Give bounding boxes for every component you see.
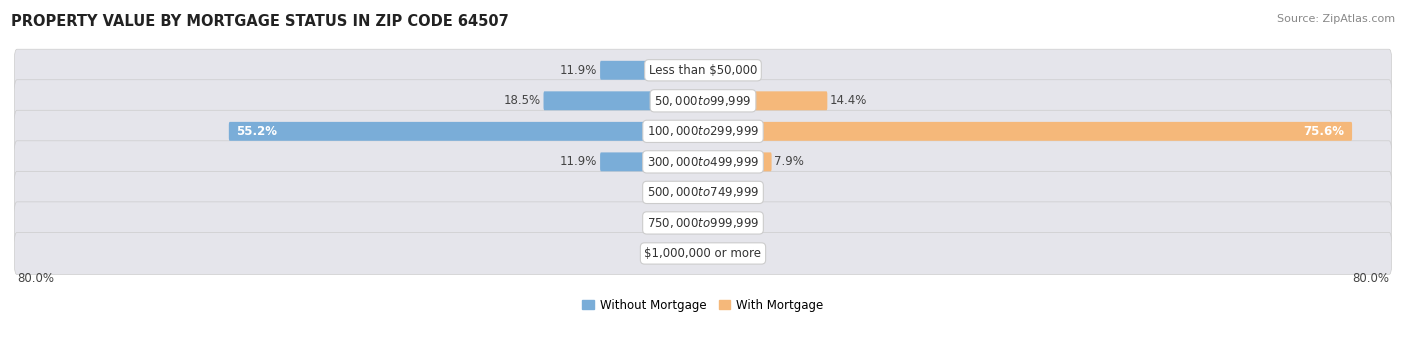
- Text: 18.5%: 18.5%: [503, 94, 541, 107]
- Text: 0.8%: 0.8%: [713, 64, 742, 77]
- Text: 14.4%: 14.4%: [830, 94, 868, 107]
- Text: 1.1%: 1.1%: [661, 217, 690, 230]
- Text: 0.67%: 0.67%: [713, 217, 749, 230]
- Text: 75.6%: 75.6%: [1303, 125, 1344, 138]
- FancyBboxPatch shape: [14, 141, 1392, 183]
- FancyBboxPatch shape: [600, 61, 704, 80]
- Text: 7.9%: 7.9%: [775, 155, 804, 168]
- FancyBboxPatch shape: [702, 122, 1353, 141]
- Text: 1.6%: 1.6%: [657, 186, 686, 199]
- Text: 80.0%: 80.0%: [1353, 272, 1389, 285]
- Text: 0.71%: 0.71%: [713, 186, 749, 199]
- FancyBboxPatch shape: [702, 152, 772, 171]
- Text: $50,000 to $99,999: $50,000 to $99,999: [654, 94, 752, 108]
- Text: 0.0%: 0.0%: [669, 247, 700, 260]
- FancyBboxPatch shape: [693, 214, 704, 233]
- Text: $750,000 to $999,999: $750,000 to $999,999: [647, 216, 759, 230]
- FancyBboxPatch shape: [702, 214, 710, 233]
- FancyBboxPatch shape: [689, 183, 704, 202]
- Text: Source: ZipAtlas.com: Source: ZipAtlas.com: [1277, 14, 1395, 23]
- Text: 80.0%: 80.0%: [17, 272, 53, 285]
- FancyBboxPatch shape: [702, 91, 827, 110]
- FancyBboxPatch shape: [14, 49, 1392, 91]
- Text: $300,000 to $499,999: $300,000 to $499,999: [647, 155, 759, 169]
- Text: 55.2%: 55.2%: [236, 125, 277, 138]
- Text: $100,000 to $299,999: $100,000 to $299,999: [647, 124, 759, 138]
- FancyBboxPatch shape: [14, 171, 1392, 214]
- Text: 11.9%: 11.9%: [560, 155, 598, 168]
- Text: 0.0%: 0.0%: [706, 247, 737, 260]
- FancyBboxPatch shape: [702, 183, 710, 202]
- Text: $1,000,000 or more: $1,000,000 or more: [644, 247, 762, 260]
- FancyBboxPatch shape: [600, 152, 704, 171]
- FancyBboxPatch shape: [544, 91, 704, 110]
- FancyBboxPatch shape: [14, 110, 1392, 152]
- Text: 11.9%: 11.9%: [560, 64, 598, 77]
- FancyBboxPatch shape: [14, 202, 1392, 244]
- FancyBboxPatch shape: [14, 80, 1392, 122]
- FancyBboxPatch shape: [702, 61, 710, 80]
- Text: PROPERTY VALUE BY MORTGAGE STATUS IN ZIP CODE 64507: PROPERTY VALUE BY MORTGAGE STATUS IN ZIP…: [11, 14, 509, 29]
- Legend: Without Mortgage, With Mortgage: Without Mortgage, With Mortgage: [578, 294, 828, 317]
- Text: $500,000 to $749,999: $500,000 to $749,999: [647, 185, 759, 199]
- Text: Less than $50,000: Less than $50,000: [648, 64, 758, 77]
- FancyBboxPatch shape: [229, 122, 704, 141]
- FancyBboxPatch shape: [14, 233, 1392, 274]
